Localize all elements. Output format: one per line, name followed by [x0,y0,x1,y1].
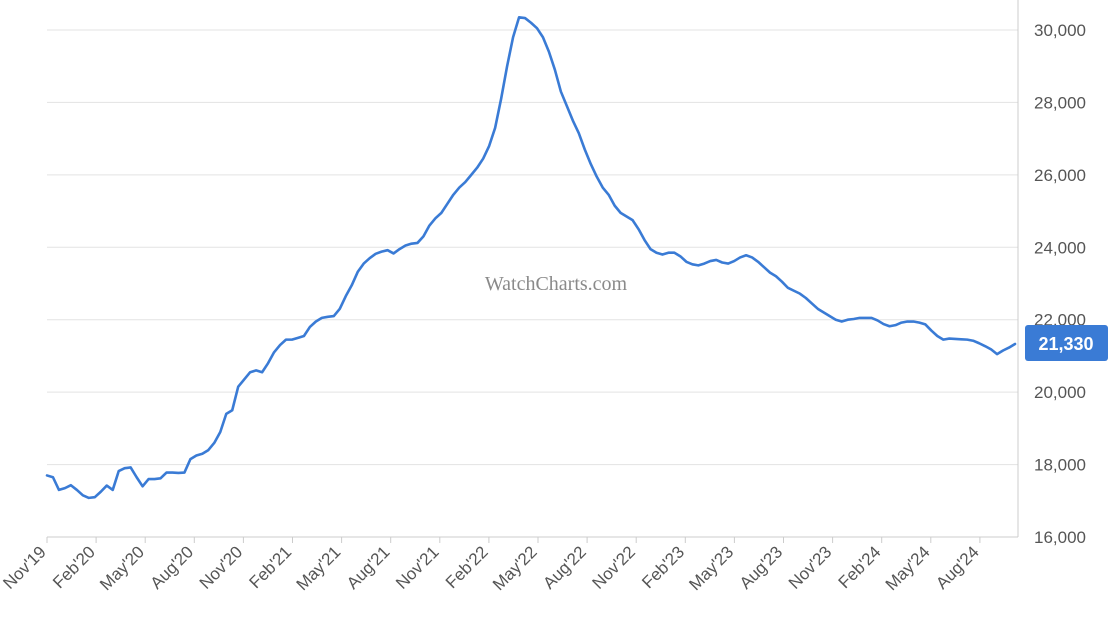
x-tick-label: Feb'23 [638,542,688,592]
x-tick-label: Aug'24 [932,542,982,592]
x-tick-label: Aug'22 [539,542,589,592]
y-tick-label: 16,000 [1034,528,1086,547]
x-tick-label: Nov'21 [392,542,442,592]
y-tick-label: 18,000 [1034,456,1086,475]
y-axis-ticks: 16,000 18,000 20,000 22,000 24,000 26,000 28,0… [1034,21,1086,547]
x-tick-label: May'20 [96,542,148,594]
y-tick-label: 20,000 [1034,383,1086,402]
last-value-text: 21,330 [1038,334,1093,354]
y-tick-label: 26,000 [1034,166,1086,185]
last-value-label: 21,330 [1025,324,1108,361]
x-tick-label: Aug'23 [736,542,786,592]
grid-layer [47,29,1018,538]
x-tick-label: Feb'22 [442,542,492,592]
series-layer [45,16,1017,500]
x-tick-label: May'24 [882,542,934,594]
x-tick-label: Aug'20 [147,542,197,592]
y-tick-label: 28,000 [1034,93,1086,112]
axis-layer [47,0,1019,538]
watermark-layer: WatchCharts.com [485,273,628,295]
x-tick-label: Nov'23 [785,542,835,592]
x-tick-label: Feb'24 [835,542,885,592]
x-tick-label: Aug'21 [343,542,393,592]
y-tick-label: 30,000 [1034,21,1086,40]
x-tick-label: Nov'22 [589,542,639,592]
x-tick-label: May'22 [489,542,541,594]
x-tick-label: Nov'19 [0,542,50,592]
y-tick-label: 22,000 [1034,311,1086,330]
x-tick-label: May'21 [293,542,345,594]
last-value-badge [1025,324,1108,361]
x-tick-label: Feb'21 [246,542,296,592]
x-tick-label: Feb'20 [49,542,99,592]
x-tick-label: Nov'20 [196,542,246,592]
x-tick-label: May'23 [685,542,737,594]
series-line [45,16,1017,500]
watermark: WatchCharts.com [485,273,628,295]
y-tick-label: 24,000 [1034,238,1086,257]
